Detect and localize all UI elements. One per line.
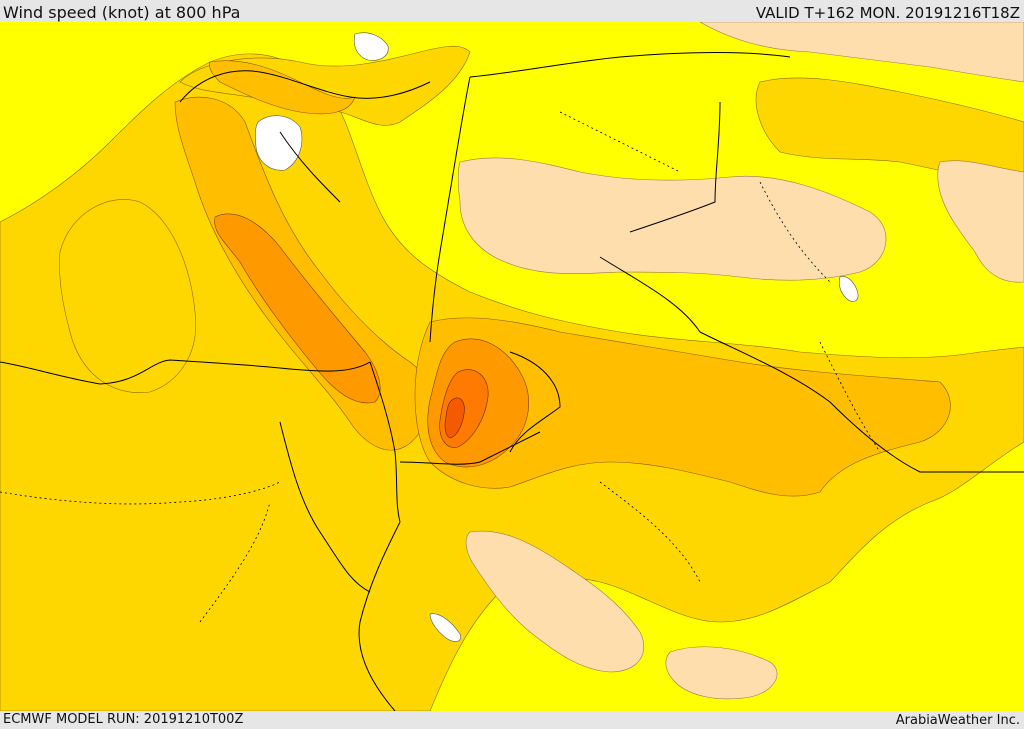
calm-zone-east	[937, 160, 1024, 283]
map-title: Wind speed (knot) at 800 hPa	[3, 3, 241, 22]
model-run-label: ECMWF MODEL RUN: 20191210T00Z	[3, 712, 244, 727]
still-zone-redsea	[429, 613, 461, 642]
still-zone-gulf	[838, 276, 859, 302]
calm-zone-south	[665, 646, 778, 700]
internal-borders	[0, 111, 881, 623]
credit-label: ArabiaWeather Inc.	[895, 713, 1020, 728]
wind-band-orange-light-east	[414, 317, 951, 497]
still-zone-cyprus	[255, 115, 303, 171]
still-zone-north	[353, 32, 389, 61]
calm-zone-north	[699, 22, 1024, 83]
valid-time: VALID T+162 MON. 20191216T18Z	[755, 4, 1020, 22]
wind-band-gold-west	[59, 199, 197, 393]
wind-speed-map[interactable]	[0, 22, 1024, 711]
wind-band-orange	[214, 213, 381, 404]
map-footer: ECMWF MODEL RUN: 20191210T00Z ArabiaWeat…	[0, 711, 1024, 729]
wind-band-red	[444, 397, 465, 439]
calm-zone-iraq	[457, 157, 887, 281]
borders	[0, 51, 1024, 711]
wind-band-orange-light-north	[209, 60, 356, 115]
map-header: Wind speed (knot) at 800 hPa VALID T+162…	[0, 0, 1024, 22]
calm-zone-saudi	[465, 530, 645, 673]
